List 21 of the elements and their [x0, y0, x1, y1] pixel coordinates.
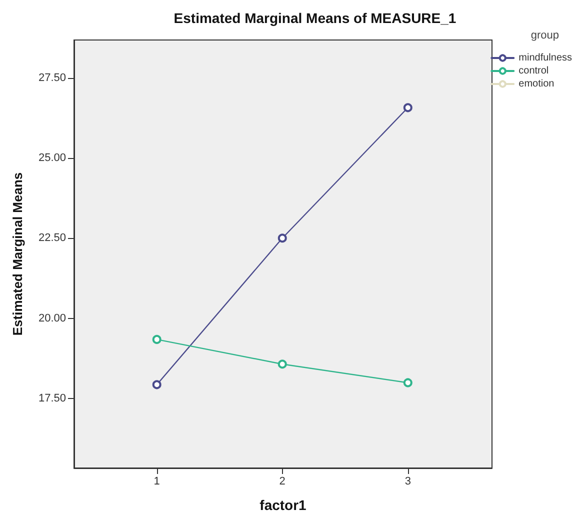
- y-tick-label: 25.00: [38, 152, 66, 164]
- point: [152, 380, 162, 390]
- legend-label: control: [518, 66, 549, 76]
- legend-label: mindfulness: [518, 52, 572, 64]
- chart-title: Estimated Marginal Means of MEASURE_1: [174, 10, 456, 26]
- point: [278, 360, 287, 369]
- x-tick-label: 1: [154, 476, 160, 488]
- point: [403, 103, 412, 112]
- y-axis-title: Estimated Marginal Means: [10, 172, 25, 336]
- y-tick-label: 20.00: [38, 312, 66, 324]
- point: [278, 234, 287, 243]
- legend-label: emotion: [518, 78, 554, 90]
- y-tick-label: 27.50: [38, 72, 66, 84]
- y-tick-label: 22.50: [38, 232, 66, 244]
- x-axis-title: factor1: [260, 497, 307, 513]
- x-tick-label: 2: [279, 476, 286, 488]
- point: [152, 334, 162, 344]
- point: [403, 378, 412, 388]
- y-tick-label: 17.50: [38, 392, 66, 404]
- x-tick-label: 3: [404, 476, 411, 488]
- legend-title: group: [530, 30, 560, 42]
